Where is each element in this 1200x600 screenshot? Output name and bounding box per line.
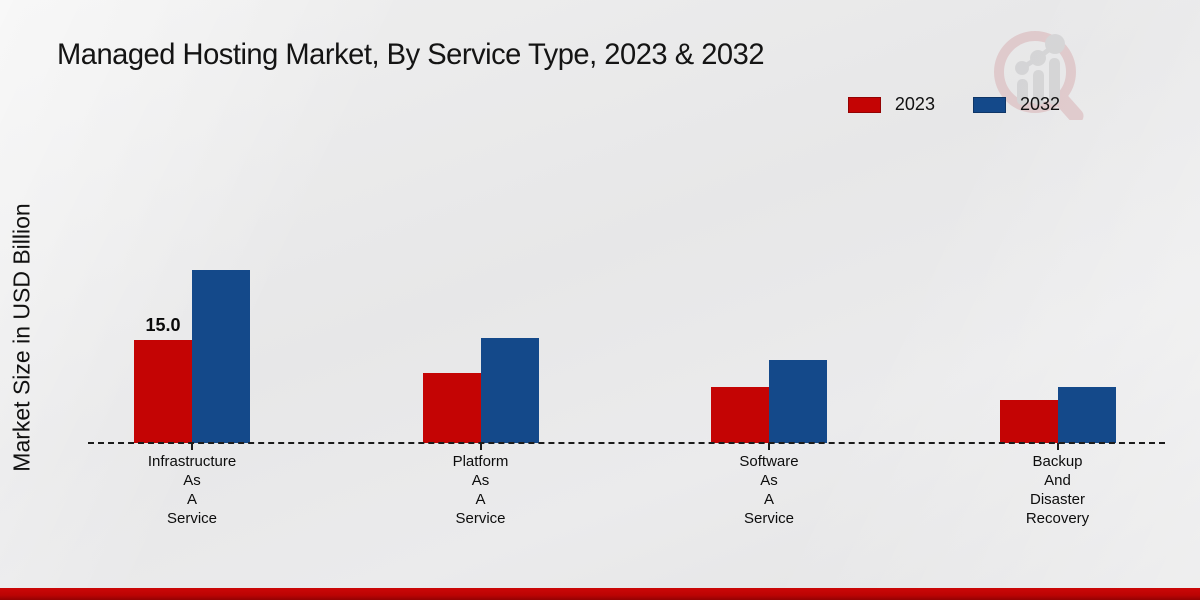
- bar-2032-infrastructure-as-a-service: [192, 269, 250, 443]
- bar-2032-platform-as-a-service: [480, 338, 539, 443]
- x-axis-baseline: [88, 442, 1165, 444]
- bar-2023-infrastructure-as-a-service: [134, 339, 192, 443]
- bar-2032-software-as-a-service: [769, 360, 827, 443]
- market-research-future-logo-watermark: [994, 31, 1084, 120]
- bar-value-label-2023-0: 15.0: [145, 314, 181, 335]
- bar-2023-platform-as-a-service: [422, 372, 481, 443]
- axis-tick-infrastructure-as-a-service: [191, 443, 193, 450]
- legend-label-2032: 2032: [1019, 94, 1060, 114]
- axis-tick-software-as-a-service: [768, 443, 770, 450]
- legend-label-2023: 2023: [894, 94, 935, 114]
- bar-2023-backup-and-disaster-recovery: [999, 400, 1058, 443]
- chart-title: Managed Hosting Market, By Service Type,…: [57, 38, 765, 71]
- category-label-backup-and-disaster-recovery: Backup And Disaster Recovery: [1025, 453, 1090, 527]
- legend-item-2023: 2023: [847, 94, 935, 115]
- category-label-infrastructure-as-a-service: Infrastructure As A Service: [147, 453, 237, 527]
- axis-tick-platform-as-a-service: [479, 443, 482, 450]
- bar-2023-software-as-a-service: [711, 387, 769, 443]
- axis-tick-backup-and-disaster-recovery: [1056, 443, 1059, 450]
- legend: 2023 2032: [847, 94, 1060, 115]
- legend-swatch-2023: [847, 96, 881, 113]
- footer-accent-bar: [0, 588, 1200, 600]
- legend-item-2032: 2032: [972, 94, 1060, 115]
- category-label-software-as-a-service: Software As A Service: [739, 453, 799, 527]
- bar-2032-backup-and-disaster-recovery: [1057, 386, 1116, 443]
- category-label-platform-as-a-service: Platform As A Service: [452, 453, 509, 527]
- legend-swatch-2032: [972, 96, 1006, 113]
